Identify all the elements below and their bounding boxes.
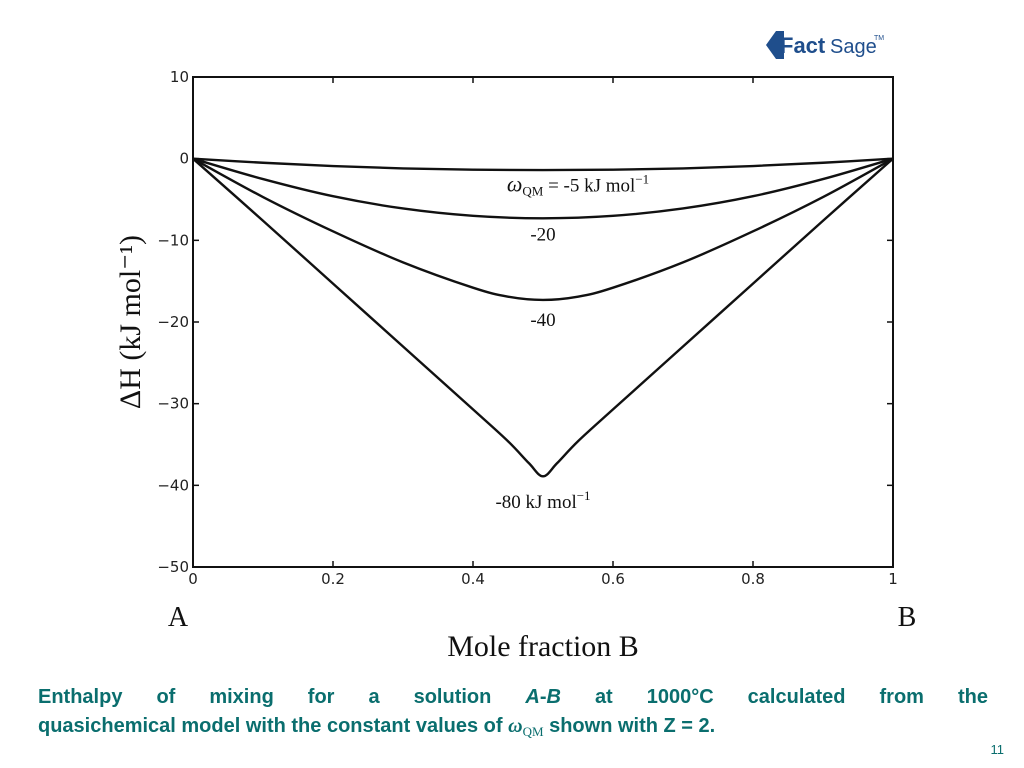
x-tick-label: 1 xyxy=(888,570,898,588)
caption-omega: ω xyxy=(508,715,523,737)
x-axis-title: Mole fraction B xyxy=(447,630,639,663)
caption-word: solution xyxy=(413,686,492,708)
curve-series-4 xyxy=(192,157,894,478)
curve-series-1 xyxy=(192,157,894,172)
page-number: 11 xyxy=(990,742,1005,757)
caption-word: mixing xyxy=(209,686,274,708)
x-tick-label: 0.2 xyxy=(321,570,345,588)
y-tick-label: −20 xyxy=(157,313,189,331)
curve-label-40: -40 xyxy=(530,310,555,331)
caption-solution-a: A xyxy=(525,686,540,708)
y-tick-label: −40 xyxy=(157,476,189,494)
logo-brand-fact: Fact xyxy=(780,33,826,58)
x-end-label-a: A xyxy=(168,602,189,633)
figure-caption: Enthalpy of mixing for a solution A-B at 1000°C c… xyxy=(38,683,988,746)
caption-word: at xyxy=(594,686,613,708)
caption-word: the xyxy=(957,686,988,708)
caption-word: from xyxy=(879,686,924,708)
logo-brand-sage: Sage xyxy=(830,36,877,58)
caption-line-1: Enthalpy of mixing for a solution A-B at 1000°C c… xyxy=(38,683,988,712)
logo-trademark: TM xyxy=(874,35,884,42)
factsage-logo-emblem xyxy=(766,31,784,59)
caption-word: of xyxy=(156,686,176,708)
axis-ticks: 0 0.2 0.4 0.6 0.8 1 10 0 −10 −20 −30 −40 −50 xyxy=(157,68,897,588)
curve-labels: ωQM = -5 kJ mol−1 -20 -40 -80 kJ mol−1 xyxy=(495,171,649,513)
curve-label-80: -80 kJ mol−1 xyxy=(495,488,590,513)
y-tick-label: −30 xyxy=(157,395,189,413)
enthalpy-chart: ΔH (kJ mol⁻¹) Mole fraction B A B 0 0.2 0.… xyxy=(114,68,917,663)
caption-line-2: quasichemical model with the constant va… xyxy=(38,712,988,746)
caption-word: for xyxy=(307,686,335,708)
x-end-label-b: B xyxy=(898,602,917,633)
caption-solution-name: A-B xyxy=(525,683,561,712)
caption-solution-dash: - xyxy=(539,686,547,708)
caption-solution-b: B xyxy=(546,686,561,708)
caption-word: 1000°C xyxy=(646,686,714,708)
caption-word: a xyxy=(368,686,380,708)
curve-label-omega-5: ωQM = -5 kJ mol−1 xyxy=(507,171,649,198)
caption-part3: quasichemical model with the constant va… xyxy=(38,715,509,737)
y-tick-label: −50 xyxy=(157,558,189,576)
y-axis-title-group: ΔH (kJ mol⁻¹) xyxy=(114,235,147,409)
caption-word: calculated xyxy=(747,686,846,708)
factsage-logo: Fact Sage TM xyxy=(766,31,884,59)
curve-series-3 xyxy=(192,157,894,302)
x-tick-label: 0.4 xyxy=(461,570,485,588)
y-axis-title: ΔH (kJ mol⁻¹) xyxy=(114,235,147,409)
x-tick-label: 0.6 xyxy=(601,570,625,588)
x-tick-label: 0.8 xyxy=(741,570,765,588)
curves xyxy=(192,157,894,478)
y-tick-label: −10 xyxy=(157,231,189,249)
curve-series-2 xyxy=(192,157,894,220)
plot-frame xyxy=(192,76,894,568)
curve-label-20: -20 xyxy=(530,224,555,245)
caption-part4: shown with Z = 2. xyxy=(543,715,716,737)
y-tick-label: 10 xyxy=(170,68,189,86)
x-tick-label: 0 xyxy=(188,570,198,588)
caption-word: Enthalpy xyxy=(38,686,123,708)
caption-omega-subscript: QM xyxy=(522,724,544,739)
y-tick-label: 0 xyxy=(179,150,189,168)
